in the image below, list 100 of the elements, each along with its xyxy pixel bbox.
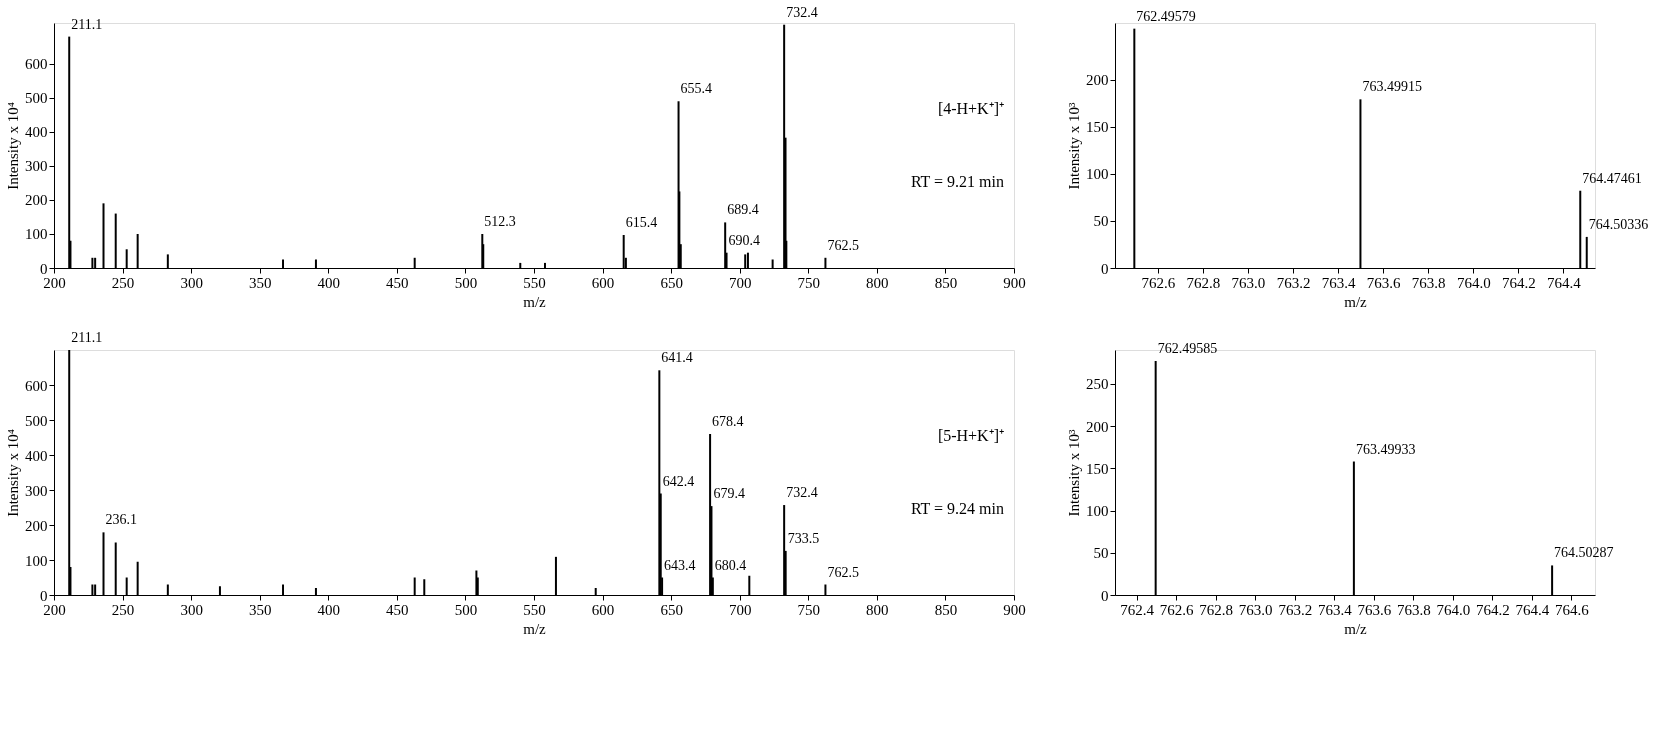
x-tick-label: 763.2 bbox=[1278, 601, 1313, 618]
x-tick-label: 900 bbox=[1003, 274, 1026, 291]
annotation: 641.4 bbox=[661, 350, 693, 366]
annotation: 733.5 bbox=[787, 530, 820, 546]
x-tick-label: 764.2 bbox=[1475, 601, 1510, 618]
x-axis-title: m/z bbox=[523, 620, 547, 637]
x-tick-label: 763.4 bbox=[1321, 274, 1356, 291]
y-tick-label: 400 bbox=[25, 447, 48, 464]
y-tick-label: 200 bbox=[25, 517, 48, 534]
x-tick-label: 800 bbox=[866, 274, 889, 291]
y-tick-label: 600 bbox=[25, 377, 48, 394]
x-tick-label: 400 bbox=[317, 601, 341, 618]
x-tick-label: 400 bbox=[317, 274, 341, 291]
x-tick-label: 300 bbox=[180, 274, 203, 291]
x-tick-label: 850 bbox=[934, 601, 958, 618]
x-tick-label: 800 bbox=[866, 601, 889, 618]
annotation: 762.5 bbox=[827, 564, 859, 580]
y-tick-label: 200 bbox=[1086, 72, 1109, 89]
y-tick-label: 100 bbox=[1086, 503, 1109, 520]
annotation: 764.50287 bbox=[1554, 545, 1614, 561]
y-tick-label: 200 bbox=[1086, 418, 1109, 435]
x-tick-label: 762.6 bbox=[1141, 274, 1176, 291]
x-tick-label: 763.8 bbox=[1411, 274, 1446, 291]
annotation: [5-H+K⁺]⁺ bbox=[937, 426, 1004, 444]
x-tick-label: 764.4 bbox=[1515, 601, 1550, 618]
x-tick-label: 600 bbox=[591, 601, 615, 618]
annotation: 655.4 bbox=[680, 81, 713, 97]
y-tick-label: 600 bbox=[25, 56, 48, 73]
x-tick-label: 350 bbox=[248, 274, 272, 291]
annotation: 732.4 bbox=[786, 4, 818, 20]
x-tick-label: 763.6 bbox=[1357, 601, 1392, 618]
y-axis-title: Intensity x 10⁴ bbox=[5, 102, 21, 190]
annotation: 512.3 bbox=[484, 213, 516, 229]
x-tick-label: 763.8 bbox=[1396, 601, 1431, 618]
x-tick-label: 762.6 bbox=[1159, 601, 1195, 618]
x-tick-label: 763.4 bbox=[1317, 601, 1353, 618]
y-tick-label: 100 bbox=[1086, 166, 1109, 183]
y-tick-label: 50 bbox=[1093, 213, 1109, 230]
x-axis-title: m/z bbox=[1344, 620, 1368, 637]
x-tick-label: 750 bbox=[797, 601, 821, 618]
annotation: 764.47461 bbox=[1582, 170, 1642, 186]
x-tick-label: 350 bbox=[248, 601, 272, 618]
x-tick-label: 850 bbox=[934, 274, 958, 291]
y-tick-label: 500 bbox=[25, 412, 48, 429]
x-tick-label: 764.4 bbox=[1547, 274, 1582, 291]
x-tick-label: 900 bbox=[1003, 601, 1026, 618]
annotation: RT = 9.21 min bbox=[910, 173, 1004, 191]
annotation: 211.1 bbox=[71, 16, 103, 32]
x-tick-label: 764.0 bbox=[1436, 601, 1471, 618]
annotation: 211.1 bbox=[71, 330, 103, 345]
annotation: 763.49915 bbox=[1362, 79, 1422, 95]
x-tick-label: 700 bbox=[728, 274, 752, 291]
y-tick-label: 100 bbox=[25, 552, 48, 569]
x-tick-label: 650 bbox=[660, 601, 683, 618]
annotation: 236.1 bbox=[105, 512, 138, 528]
x-axis-title: m/z bbox=[1344, 293, 1368, 310]
y-tick-label: 300 bbox=[25, 158, 48, 175]
annotation: 762.49585 bbox=[1157, 340, 1218, 356]
x-tick-label: 762.4 bbox=[1120, 601, 1155, 618]
x-tick-label: 763.0 bbox=[1231, 274, 1266, 291]
y-axis-title: Intensity x 10³ bbox=[1066, 429, 1082, 517]
annotation: [4-H+K⁺]⁺ bbox=[937, 99, 1004, 117]
x-tick-label: 762.8 bbox=[1199, 601, 1234, 618]
x-tick-label: 450 bbox=[386, 274, 409, 291]
annotation: 643.4 bbox=[664, 557, 696, 573]
x-tick-label: 700 bbox=[728, 601, 752, 618]
annotation: 762.49579 bbox=[1136, 8, 1196, 24]
y-tick-label: 500 bbox=[25, 90, 48, 107]
x-tick-label: 500 bbox=[454, 601, 478, 618]
x-tick-label: 550 bbox=[523, 274, 546, 291]
annotation: 762.5 bbox=[827, 237, 859, 253]
annotation: 679.4 bbox=[713, 486, 745, 502]
x-tick-label: 764.0 bbox=[1456, 274, 1491, 291]
x-tick-label: 750 bbox=[797, 274, 821, 291]
y-axis-title: Intensity x 10³ bbox=[1066, 102, 1082, 190]
x-tick-label: 500 bbox=[454, 274, 478, 291]
annotation: 680.4 bbox=[714, 557, 747, 573]
x-tick-label: 764.2 bbox=[1502, 274, 1536, 291]
y-tick-label: 150 bbox=[1086, 460, 1109, 477]
x-tick-label: 763.6 bbox=[1366, 274, 1402, 291]
x-tick-label: 600 bbox=[591, 274, 615, 291]
x-tick-label: 762.8 bbox=[1186, 274, 1221, 291]
annotation: 689.4 bbox=[727, 202, 759, 218]
annotation: 642.4 bbox=[662, 473, 695, 489]
x-tick-label: 763.2 bbox=[1276, 274, 1311, 291]
y-tick-label: 0 bbox=[1101, 587, 1109, 604]
y-tick-label: 150 bbox=[1086, 119, 1109, 136]
x-tick-label: 300 bbox=[180, 601, 203, 618]
y-tick-label: 400 bbox=[25, 124, 48, 141]
y-tick-label: 50 bbox=[1093, 545, 1109, 562]
x-tick-label: 550 bbox=[523, 601, 546, 618]
x-tick-label: 450 bbox=[386, 601, 409, 618]
x-axis-title: m/z bbox=[523, 293, 547, 310]
annotation: 732.4 bbox=[786, 485, 818, 501]
y-tick-label: 250 bbox=[1086, 376, 1109, 393]
annotation: RT = 9.24 min bbox=[910, 500, 1004, 518]
annotation: 763.49933 bbox=[1355, 441, 1416, 457]
x-tick-label: 764.6 bbox=[1554, 601, 1590, 618]
x-tick-label: 763.0 bbox=[1238, 601, 1273, 618]
y-tick-label: 0 bbox=[1101, 260, 1109, 277]
